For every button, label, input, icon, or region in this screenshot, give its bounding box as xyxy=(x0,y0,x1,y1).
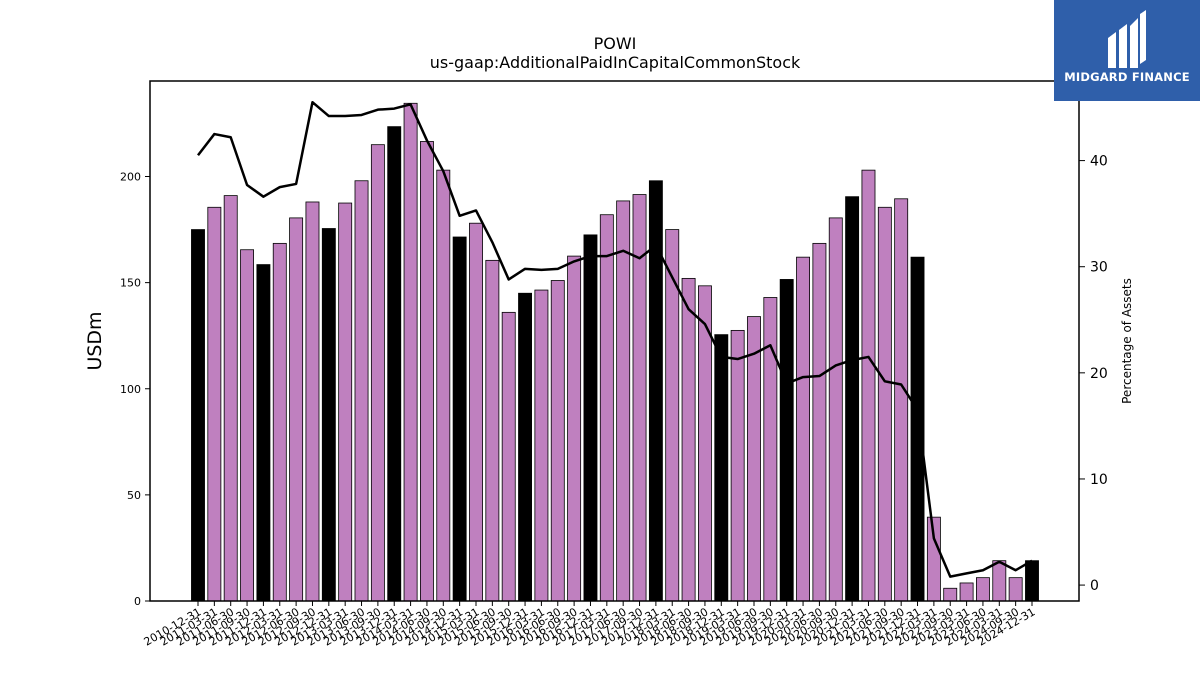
y-tick-label: 0 xyxy=(134,595,141,608)
bar-2014-09-30 xyxy=(436,169,451,602)
bar-2017-12-31 xyxy=(648,180,663,602)
y2-tick-label: 20 xyxy=(1090,366,1108,382)
bar-2024-09-30 xyxy=(1008,577,1023,602)
bar-2013-12-31 xyxy=(387,126,402,602)
bar-2020-06-30 xyxy=(812,242,827,602)
left-axis-ticks: 0 50 100 150 200 xyxy=(120,171,150,608)
bar-2015-12-31 xyxy=(518,292,532,602)
bar-2020-09-30 xyxy=(828,217,843,602)
bar-2023-03-31 xyxy=(959,582,974,602)
bar-2019-09-30 xyxy=(763,297,778,602)
bar-2016-09-30 xyxy=(567,255,582,602)
bar-2024-03-31 xyxy=(992,560,1007,602)
bar-2013-09-30 xyxy=(370,144,385,602)
plot-frame xyxy=(149,80,1080,602)
bar-2019-03-31 xyxy=(730,329,745,602)
bar-series xyxy=(191,102,1039,602)
y2-tick-label: 0 xyxy=(1090,578,1099,594)
y2-tick-label: 30 xyxy=(1090,260,1108,276)
bar-2021-12-31 xyxy=(910,256,925,602)
bar-2011-09-30 xyxy=(240,249,255,602)
bar-2023-06-30 xyxy=(976,577,990,602)
y-axis-label: USDm xyxy=(84,311,106,370)
bar-2021-03-31 xyxy=(861,169,876,602)
bar-2019-06-30 xyxy=(747,316,761,602)
bar-2010-12-31 xyxy=(191,229,205,602)
x-axis-ticks: 2010-12-312011-03-312011-06-302011-09-30… xyxy=(142,601,1038,649)
y2-tick-label: 10 xyxy=(1090,472,1108,488)
bar-2011-12-31 xyxy=(256,264,271,602)
y2-axis-label: Percentage of Assets xyxy=(1120,278,1134,404)
bar-2014-06-30 xyxy=(419,141,434,602)
bar-2012-12-31 xyxy=(321,228,336,602)
bar-2015-09-30 xyxy=(501,311,516,602)
brand-name: MIDGARD FINANCE xyxy=(1064,70,1190,84)
bar-2013-06-30 xyxy=(354,180,369,602)
bar-2021-09-30 xyxy=(894,198,909,602)
chart-title: POWI xyxy=(594,34,637,53)
y-tick-label: 50 xyxy=(127,489,141,502)
bar-2015-06-30 xyxy=(485,259,500,602)
bar-2017-03-31 xyxy=(599,214,614,602)
bar-2015-03-31 xyxy=(469,222,483,602)
bar-2024-12-31 xyxy=(1025,560,1039,602)
bar-2019-12-31 xyxy=(779,279,794,602)
bar-2021-06-30 xyxy=(877,206,892,602)
bar-2011-06-30 xyxy=(223,195,238,602)
right-axis-ticks: 0 10 20 30 40 xyxy=(1079,154,1108,594)
bar-2016-03-31 xyxy=(534,289,549,602)
y2-tick-label: 40 xyxy=(1090,154,1108,170)
bar-2012-06-30 xyxy=(289,217,304,602)
bar-2016-12-31 xyxy=(583,234,598,602)
bar-2022-09-30 xyxy=(943,587,958,602)
line-series xyxy=(197,100,1033,578)
bar-2020-12-31 xyxy=(845,196,860,602)
percentage-line xyxy=(197,100,1033,578)
chart-subtitle: us-gaap:AdditionalPaidInCapitalCommonSto… xyxy=(430,53,801,72)
bar-2018-06-30 xyxy=(681,277,696,602)
bar-2014-03-31 xyxy=(403,102,418,602)
y-tick-label: 200 xyxy=(120,171,141,184)
bar-2014-12-31 xyxy=(452,236,467,602)
bar-2012-03-31 xyxy=(272,242,287,602)
bar-2017-06-30 xyxy=(616,200,631,602)
brand-logo: MIDGARD FINANCE xyxy=(1054,0,1200,101)
y-tick-label: 100 xyxy=(120,383,141,396)
midgard-logo-icon xyxy=(1108,10,1146,68)
bar-2012-09-30 xyxy=(305,201,320,602)
bar-2016-06-30 xyxy=(550,280,565,602)
y-tick-label: 150 xyxy=(120,277,141,290)
bar-2020-03-31 xyxy=(796,256,810,602)
bar-2018-12-31 xyxy=(714,334,729,602)
bar-2013-03-31 xyxy=(338,202,353,602)
bar-2011-03-31 xyxy=(207,206,222,602)
